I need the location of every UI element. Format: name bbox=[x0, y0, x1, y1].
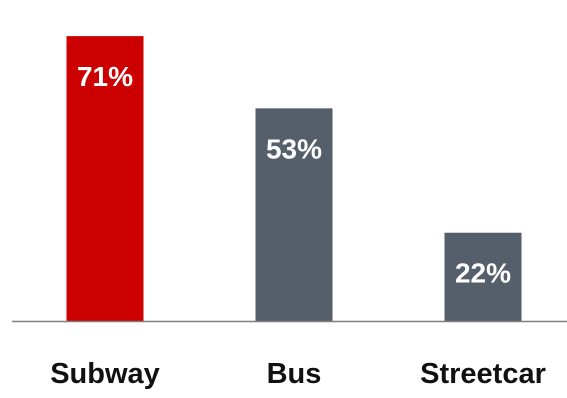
bar-streetcar bbox=[444, 232, 522, 321]
category-label-subway: Subway bbox=[50, 358, 160, 390]
category-label-streetcar: Streetcar bbox=[420, 358, 546, 390]
data-label-group: 71% 53% 22% bbox=[77, 61, 511, 289]
bar-group bbox=[66, 36, 522, 322]
bar-subway bbox=[66, 36, 144, 322]
data-label-streetcar: 22% bbox=[455, 258, 511, 289]
category-label-bus: Bus bbox=[267, 358, 322, 390]
category-label-group: Subway Bus Streetcar bbox=[50, 358, 546, 390]
bar-bus bbox=[255, 108, 333, 322]
data-label-bus: 53% bbox=[266, 133, 322, 164]
data-label-subway: 71% bbox=[77, 61, 133, 92]
